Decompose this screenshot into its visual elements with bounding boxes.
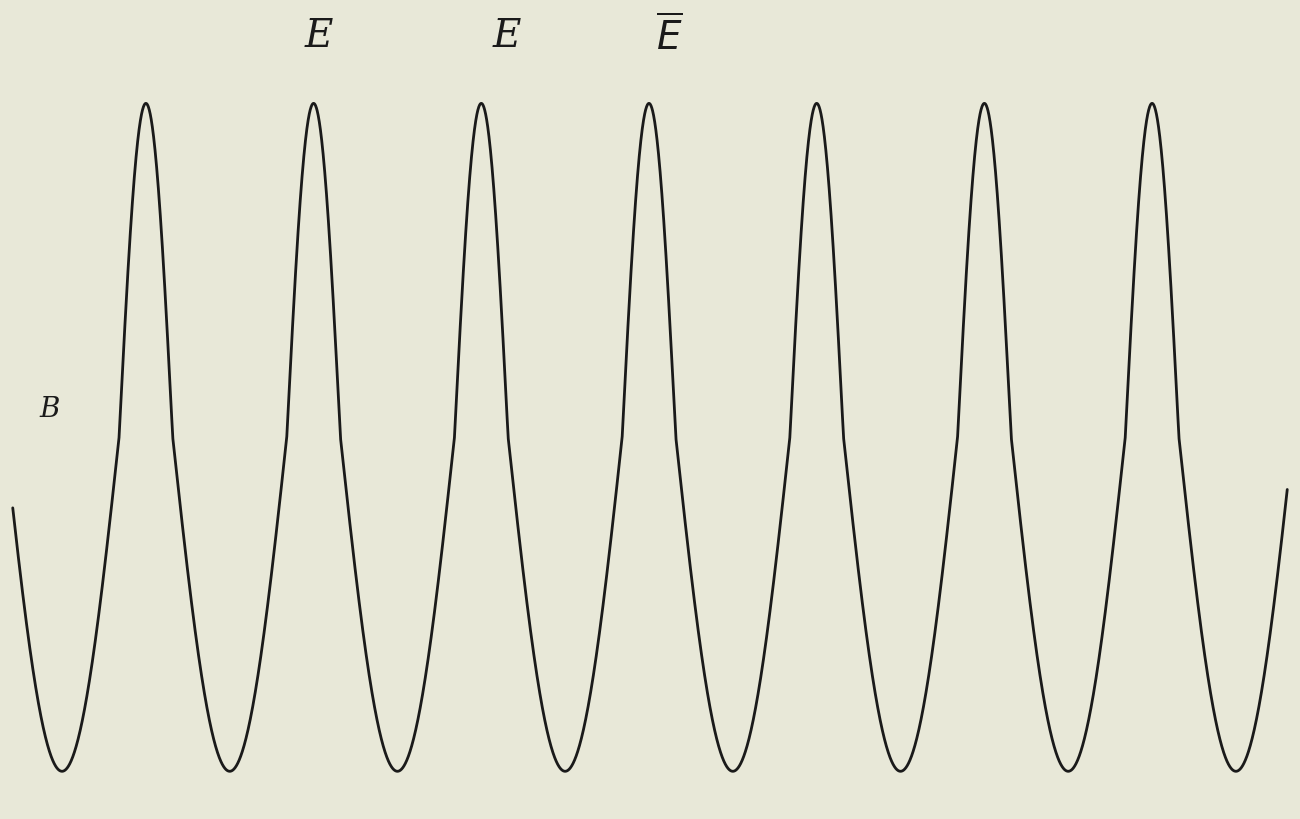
Text: $\overline{E}$: $\overline{E}$ bbox=[656, 16, 682, 58]
Text: E: E bbox=[493, 18, 521, 56]
Text: B: B bbox=[39, 396, 60, 423]
Text: E: E bbox=[304, 18, 333, 56]
